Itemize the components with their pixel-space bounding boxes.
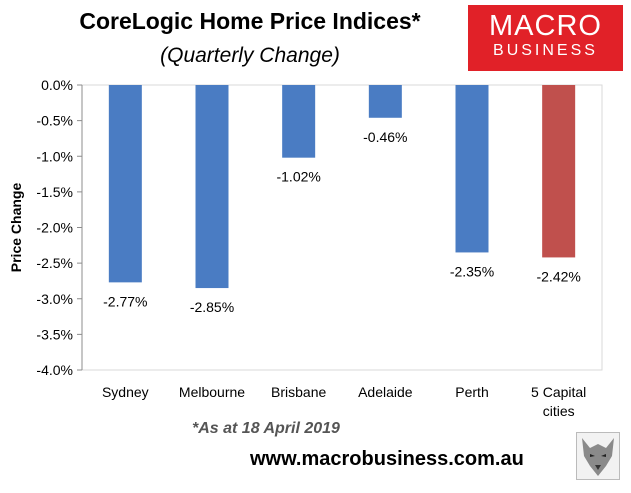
x-tick-label-line: Melbourne — [179, 384, 245, 400]
x-tick-label-line: Brisbane — [271, 384, 326, 400]
chart-subtitle: (Quarterly Change) — [160, 44, 340, 67]
plot-area — [81, 84, 603, 371]
x-tick-label: Adelaide — [358, 384, 413, 400]
bar — [108, 85, 142, 283]
y-tick-label: -1.5% — [36, 184, 73, 200]
x-tick-label-line: Sydney — [102, 384, 149, 400]
bar — [195, 85, 229, 289]
y-tick-label: -1.0% — [36, 148, 73, 164]
data-label: -2.77% — [103, 293, 147, 309]
x-tick-label-line: Adelaide — [358, 384, 413, 400]
bar — [542, 85, 576, 258]
data-label: -2.35% — [450, 263, 494, 279]
logo-line-1: MACRO — [489, 10, 602, 42]
y-tick-label: -2.5% — [36, 255, 73, 271]
x-tick-label: Brisbane — [271, 384, 326, 400]
x-tick-label-line: cities — [543, 403, 575, 419]
bar — [455, 85, 489, 253]
bar — [368, 85, 402, 118]
data-label: -1.02% — [276, 169, 320, 185]
x-tick-label: Perth — [455, 384, 488, 400]
y-tick-label: 0.0% — [41, 77, 73, 93]
x-tick-label: 5 Capital cities — [531, 384, 586, 419]
y-tick-label: -0.5% — [36, 113, 73, 129]
y-tick-label: -3.0% — [36, 291, 73, 307]
x-tick-label-line: Perth — [455, 384, 488, 400]
bar — [282, 85, 316, 158]
logo-line-2: BUSINESS — [493, 42, 598, 59]
y-tick-label: -2.0% — [36, 220, 73, 236]
x-tick-label-line: 5 Capital — [531, 384, 586, 400]
chart-title: CoreLogic Home Price Indices* — [79, 8, 421, 34]
data-label: -2.42% — [536, 268, 580, 284]
data-label: -0.46% — [363, 129, 407, 145]
y-tick-label: -4.0% — [36, 362, 73, 378]
y-axis-label: Price Change — [8, 183, 24, 273]
date-note: *As at 18 April 2019 — [192, 420, 340, 437]
y-tick-label: -3.5% — [36, 326, 73, 342]
x-tick-label: Sydney — [102, 384, 149, 400]
wolf-icon — [576, 432, 620, 480]
x-tick-label: Melbourne — [179, 384, 245, 400]
macrobusiness-logo: MACRO BUSINESS — [468, 5, 623, 71]
data-label: -2.85% — [190, 299, 234, 315]
website-url: www.macrobusiness.com.au — [250, 448, 524, 470]
